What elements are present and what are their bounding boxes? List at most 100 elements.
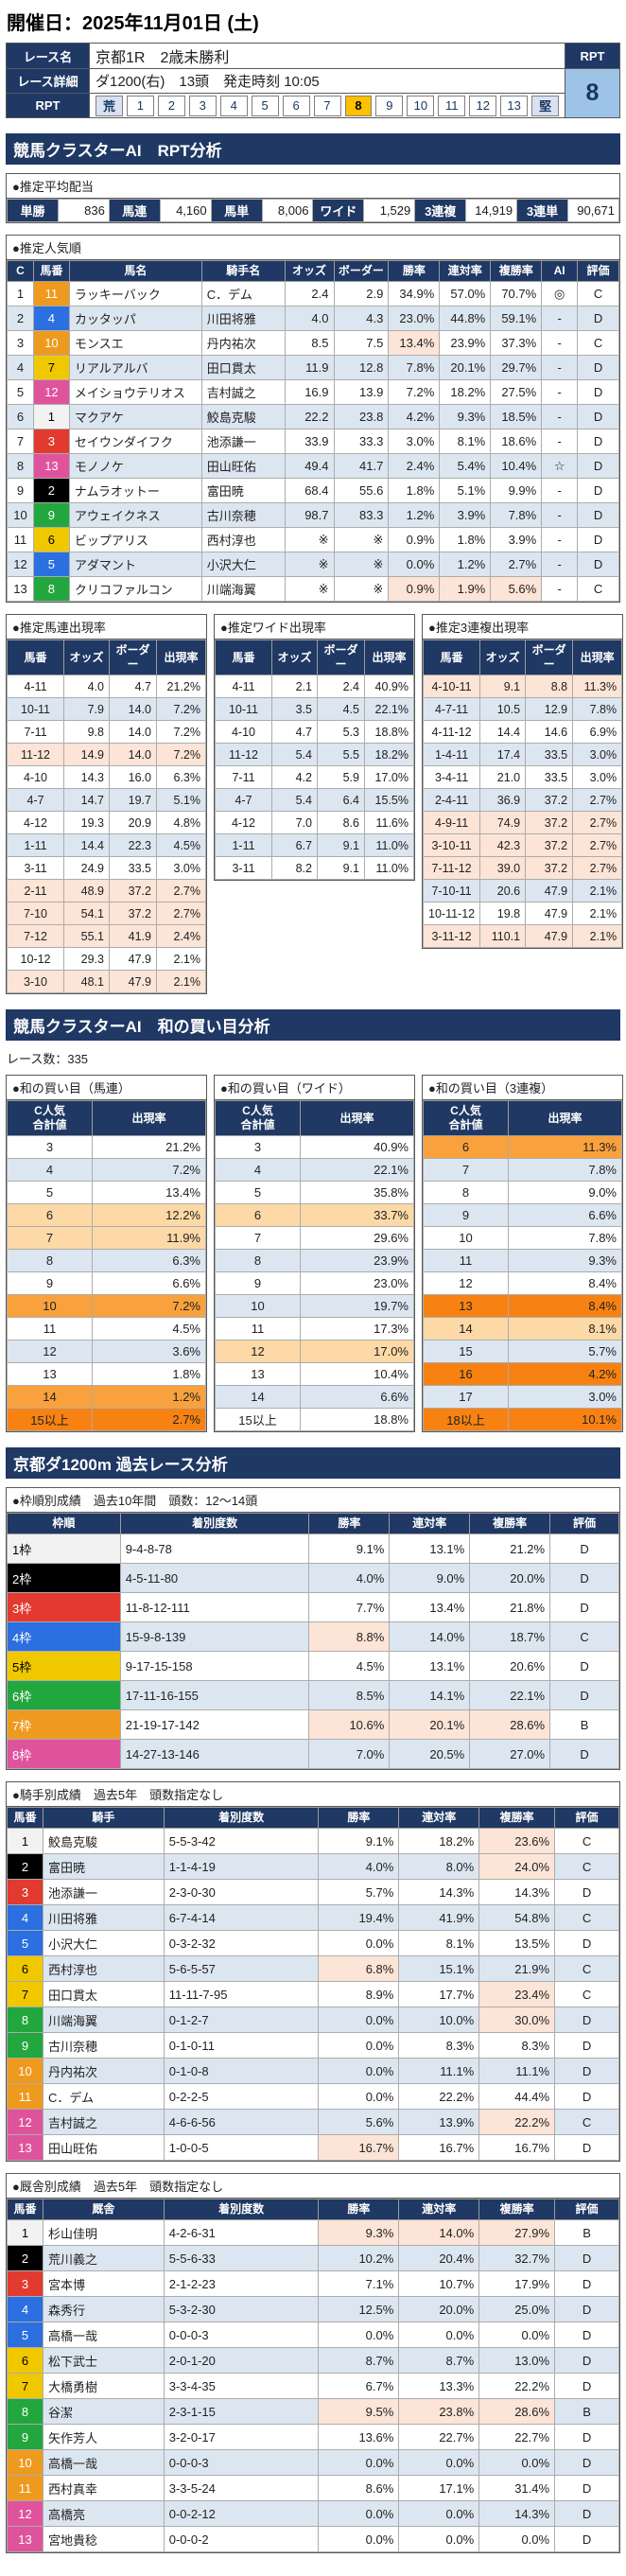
horse-number-cell: 12 — [7, 2500, 43, 2527]
wa-sanrenpuku-row: 18以上 10.1% — [423, 1408, 622, 1431]
jockey-table: 馬番 騎手 着別度数 勝率 連対率 複勝率 評価 1 鮫島克駿 5-5-3-42 9.1% 18.2%… — [7, 1807, 619, 2161]
wide-row: 11-12 5.4 5.5 18.2% — [215, 743, 414, 766]
show-rate-cell: 14.3% — [478, 1879, 556, 1905]
border-cell: 33.5 — [525, 765, 574, 789]
quinella-rate-cell: 14.3% — [398, 1879, 480, 1905]
quinella-rate-cell: 13.1% — [389, 1533, 471, 1564]
wa-wide-row: 12 17.0% — [215, 1340, 414, 1363]
combination-cell: 3-10 — [7, 970, 64, 993]
column-header: C — [7, 260, 34, 282]
appearance-rate-cell: 6.6% — [300, 1385, 414, 1409]
appearance-rate-cell: 12.2% — [92, 1203, 206, 1227]
column-header: 馬番 — [7, 640, 64, 675]
horse-number-cell: 10 — [32, 330, 70, 356]
jockey-caption: ●騎手別成績 過去5年 頭数指定なし — [7, 1782, 619, 1807]
ai-mark-cell: - — [541, 404, 579, 429]
appearance-rate-cell: 2.1% — [572, 902, 623, 925]
jockey-name-cell: 川端海翼 — [200, 576, 286, 602]
quinella-rate-cell: 5.1% — [439, 478, 492, 503]
combination-cell: 10-12 — [7, 947, 64, 971]
quinella-rate-cell: 9.0% — [389, 1563, 471, 1593]
horse-number-cell: 13 — [7, 2134, 43, 2161]
stable-row: 6 松下武士 2-0-1-20 8.7% 8.7% 13.0% D — [7, 2347, 619, 2374]
win-rate-cell: 0.9% — [388, 576, 441, 602]
jockey-box: ●騎手別成績 過去5年 頭数指定なし 馬番 騎手 着別度数 勝率 連対率 複勝率 評価 1 鮫島… — [6, 1781, 620, 2162]
umaren-rate-caption: ●推定馬連出現率 — [7, 615, 206, 640]
column-header: 着別度数 — [163, 2199, 320, 2220]
record-cell: 17-11-16-155 — [119, 1680, 310, 1710]
stable-box: ●厩舎別成績 過去5年 頭数指定なし 馬番 厩舎 着別度数 勝率 連対率 複勝率 評価 1 杉山… — [6, 2173, 620, 2553]
wa-sanrenpuku-caption: ●和の買い目（3連複） — [423, 1076, 622, 1100]
horse-number-cell: 6 — [7, 1955, 43, 1982]
payout-value: 14,919 — [465, 199, 518, 222]
quinella-rate-cell: 11.1% — [398, 2058, 480, 2084]
quinella-rate-cell: 8.1% — [439, 429, 492, 454]
column-header: 出現率 — [508, 1100, 622, 1136]
header-row: C人気 合計値 出現率 — [7, 1100, 206, 1136]
show-rate-cell: 23.4% — [478, 1981, 556, 2007]
ai-mark-cell: - — [541, 306, 579, 331]
column-header: 勝率 — [308, 1513, 391, 1534]
stable-name-cell: 高橋一哉 — [42, 2449, 165, 2476]
wa-wide-row: 14 6.6% — [215, 1385, 414, 1409]
show-rate-cell: 11.1% — [478, 2058, 556, 2084]
odds-cell: 10.5 — [479, 697, 527, 721]
evaluation-cell: D — [554, 2296, 619, 2322]
win-rate-cell: 4.5% — [308, 1651, 391, 1681]
odds-cell: 9.1 — [479, 675, 527, 698]
jockey-name-cell: 池添謙一 — [200, 429, 286, 454]
horse-number-cell: 12 — [7, 2109, 43, 2135]
record-cell: 0-0-0-3 — [163, 2449, 320, 2476]
column-header: 出現率 — [156, 640, 206, 675]
win-rate-cell: 6.7% — [318, 2373, 400, 2399]
header-row: C人気 合計値 出現率 — [423, 1100, 622, 1136]
popularity-row: 13 8 クリコファルコン 川端海翼 ※ ※ 0.9% 1.9% 5.6% - C — [7, 576, 619, 602]
odds-cell: 42.3 — [479, 833, 527, 857]
combination-cell: 1-11 — [215, 833, 272, 857]
popularity-row: 11 6 ビップアリス 西村淳也 ※ ※ 0.9% 1.8% 3.9% - D — [7, 527, 619, 552]
win-rate-cell: 10.6% — [308, 1709, 391, 1740]
column-header: オッズ — [479, 640, 527, 675]
odds-cell: 4.2 — [271, 765, 318, 789]
horse-number-cell: 5 — [7, 2322, 43, 2348]
appearance-rate-cell: 3.6% — [92, 1340, 206, 1363]
jockey-row: 12 吉村誠之 4-6-6-56 5.6% 13.9% 22.2% C — [7, 2109, 619, 2135]
popularity-sum-cell: 5 — [215, 1181, 301, 1204]
odds-cell: 49.4 — [284, 453, 335, 479]
record-cell: 4-5-11-80 — [119, 1563, 310, 1593]
wide-row: 7-11 4.2 5.9 17.0% — [215, 765, 414, 789]
column-header: 勝率 — [318, 1807, 400, 1829]
popularity-sum-cell: 18以上 — [423, 1408, 509, 1431]
odds-cell: 54.1 — [63, 902, 110, 925]
payout-type-label: 単勝 — [7, 199, 59, 222]
popularity-sum-cell: 16 — [423, 1362, 509, 1386]
appearance-rate-cell: 5.1% — [156, 788, 206, 812]
header-row: 馬番 騎手 着別度数 勝率 連対率 複勝率 評価 — [7, 1807, 619, 1829]
appearance-rate-cell: 11.9% — [92, 1226, 206, 1250]
combination-cell: 11-12 — [215, 743, 272, 766]
record-cell: 0-1-0-8 — [163, 2058, 320, 2084]
win-rate-cell: 0.9% — [388, 527, 441, 552]
show-rate-cell: 9.9% — [490, 478, 543, 503]
cluster-rank-cell: 9 — [7, 478, 34, 503]
appearance-rate-cell: 21.2% — [92, 1135, 206, 1159]
popularity-sum-cell: 6 — [215, 1203, 301, 1227]
popularity-sum-cell: 12 — [423, 1271, 509, 1295]
combination-cell: 7-10-11 — [422, 879, 481, 902]
wa-umaren-row: 13 1.8% — [7, 1362, 206, 1386]
evaluation-cell: C — [554, 1981, 619, 2007]
odds-cell: 17.4 — [479, 743, 527, 766]
horse-number-cell: 7 — [32, 355, 70, 380]
horse-number-cell: 6 — [7, 2347, 43, 2374]
win-rate-cell: 4.0% — [318, 1853, 400, 1880]
show-rate-cell: 5.6% — [490, 576, 543, 602]
horse-number-cell: 3 — [32, 429, 70, 454]
popularity-table: C 馬番 馬名 騎手名 オッズ ボーダー 勝率 連対率 複勝率 AI 評価 1 11 ラッキーバック C．デ… — [7, 260, 619, 602]
jockey-name-cell: 小沢大仁 — [200, 552, 286, 577]
appearance-rate-cell: 10.4% — [300, 1362, 414, 1386]
sanrenpuku-row: 1-4-11 17.4 33.5 3.0% — [422, 743, 623, 766]
horse-number-cell: 2 — [7, 1853, 43, 1880]
wa-umaren-row: 8 6.3% — [7, 1249, 206, 1272]
record-cell: 0-2-2-5 — [163, 2083, 320, 2110]
record-cell: 5-3-2-30 — [163, 2296, 320, 2322]
